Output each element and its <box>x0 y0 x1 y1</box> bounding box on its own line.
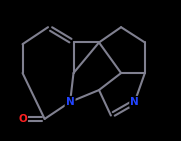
Text: N: N <box>66 97 75 107</box>
Text: O: O <box>18 114 27 124</box>
Text: N: N <box>130 97 139 107</box>
